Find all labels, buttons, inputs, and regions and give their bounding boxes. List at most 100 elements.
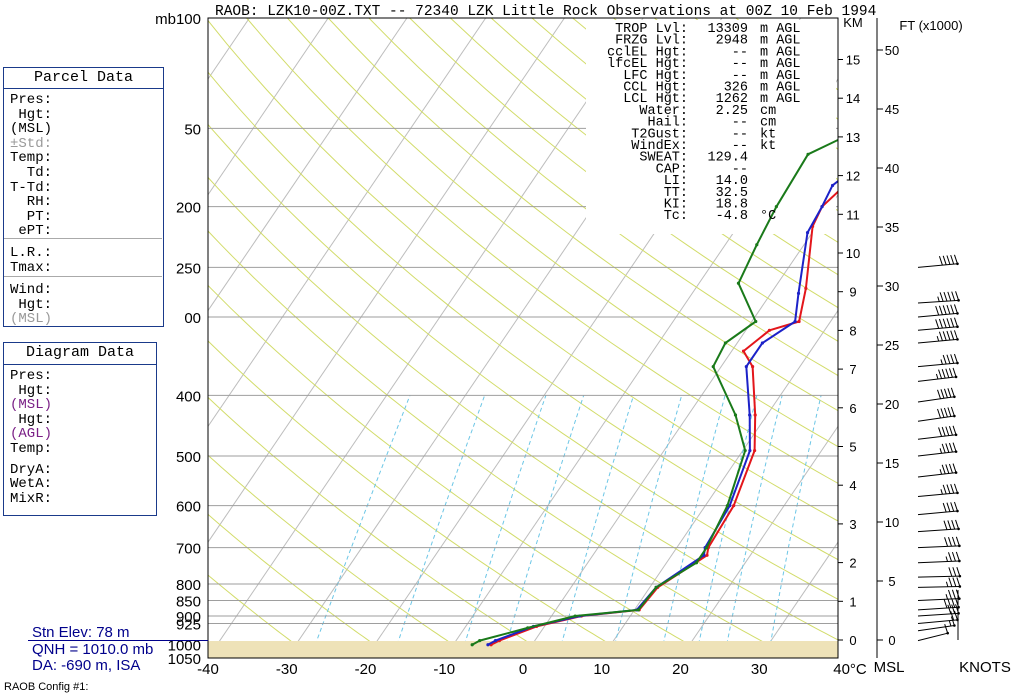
wind-barb [917, 387, 956, 403]
wind-barb-staff [917, 451, 957, 457]
wind-barb-flag [953, 304, 958, 314]
km-tick-label: 12 [846, 169, 860, 184]
parcel-field-label: RH: [10, 194, 53, 211]
chart-title: RAOB: LZK10-00Z.TXT -- 72340 LZK Little … [215, 4, 876, 20]
wind-barb-flag [937, 408, 941, 419]
mixing-ratio-line [767, 395, 822, 658]
index-label: LFC Hgt: [623, 69, 688, 84]
wind-barb-flag [948, 537, 952, 547]
sounding-point [881, 144, 884, 147]
wind-barb-tip [956, 312, 959, 315]
km-tick-label: 7 [849, 362, 856, 377]
wind-barb-half [948, 620, 952, 627]
wind-barb-staff [917, 263, 958, 268]
wind-barb-flag [955, 519, 960, 530]
parcel-divider-1 [4, 238, 162, 239]
index-value: -- [732, 162, 748, 177]
wind-barb-flag [947, 388, 952, 398]
wind-barb [917, 604, 960, 617]
ft-tick-label: 45 [885, 102, 899, 117]
index-unit: kt [760, 127, 776, 142]
wind-barb-tip [954, 450, 958, 453]
dry-adiabat [287, 18, 838, 448]
wind-barb-flag [943, 388, 948, 398]
ft-tick-label: 50 [885, 43, 899, 58]
wind-barb-staff [917, 632, 948, 642]
temperature-tick-label: -20 [355, 661, 377, 678]
dry-adiabat [246, 18, 838, 484]
wind-barb-staff [917, 326, 958, 331]
wind-barb [917, 577, 962, 588]
km-tick-label: 15 [846, 53, 860, 68]
sounding-point [705, 546, 709, 550]
wind-barb-flag [950, 330, 955, 340]
pressure-tick-label: 850 [176, 593, 201, 610]
index-value: 32.5 [716, 186, 748, 201]
wind-barb-tip [956, 361, 959, 365]
wind-barb-flag [951, 551, 956, 562]
wind-barb-flag [942, 318, 947, 328]
wind-barb-flag [946, 318, 951, 328]
sounding-point [470, 643, 474, 647]
wind-barb-flag [942, 255, 947, 265]
wind-barb-half [945, 594, 949, 600]
wind-barb-staff [917, 299, 959, 304]
wind-barb-staff [917, 560, 960, 564]
wind-barb-flag [944, 537, 949, 547]
km-tick-label: 1 [849, 594, 856, 609]
mixing-ratio-line [723, 395, 783, 658]
pressure-tick-label: 600 [176, 499, 201, 516]
diagram-field-label: Pres: [10, 368, 53, 384]
isotherm-line [208, 18, 565, 544]
km-tick-label: 10 [846, 246, 860, 261]
diagram-field-label: MixR: [10, 490, 53, 507]
diagram-field-label: Hgt: [10, 411, 53, 428]
ft-tick-label: 15 [885, 456, 899, 471]
wind-barb-flag [943, 520, 948, 530]
wind-barb-staff [917, 510, 958, 516]
wind-barb-flag [941, 426, 946, 437]
sounding-point [573, 614, 577, 618]
index-value: 326 [724, 81, 748, 96]
index-label: WindEx: [631, 139, 688, 154]
wind-barb-flag [956, 577, 961, 587]
wind-barb-flag [938, 318, 943, 329]
wind-barb [917, 589, 961, 601]
sounding-point [760, 341, 765, 345]
km-tick-label: 6 [849, 401, 856, 416]
ft-tick-label: 5 [888, 574, 895, 589]
ft-tick-label: 25 [885, 338, 899, 353]
wind-barb [917, 519, 960, 533]
wind-barb-staff [917, 434, 957, 440]
mixing-ratio-line [392, 395, 486, 658]
sounding-point [751, 365, 755, 369]
wind-barb-staff [917, 545, 960, 549]
index-value: 1262 [716, 92, 748, 107]
wind-barb-half [939, 448, 943, 454]
sounding-point [493, 639, 498, 643]
wind-barb-staff [917, 415, 955, 422]
sounding-point [741, 349, 746, 353]
wind-barb [917, 425, 958, 440]
sounding-point [820, 205, 824, 209]
wind-barb-flag [942, 502, 947, 513]
mixing-ratio-line [501, 395, 585, 658]
sounding-point [804, 286, 808, 290]
wind-barb-flag [935, 319, 940, 329]
wind-barb-half [945, 581, 949, 587]
km-tick-label: 2 [849, 556, 856, 571]
wind-barb [917, 291, 960, 304]
wind-barb [917, 353, 959, 368]
temperature-tick-label: 10 [593, 661, 610, 678]
index-unit: m AGL [760, 34, 801, 49]
stability-indices: TROP Lvl: 13309 m AGL FRZG Lvl: 2948 m AGL ccl… [607, 22, 801, 224]
parcel-field-label: L.R.: [10, 245, 53, 261]
msl-label: MSL [874, 659, 905, 676]
pressure-tick-label: 700 [176, 541, 201, 558]
ft-tick-label: FT (x1000) [899, 18, 962, 33]
parcel-field-label: Hgt: [10, 296, 53, 313]
ft-tick-label: 35 [885, 220, 899, 235]
wind-barb-flag [947, 291, 952, 302]
